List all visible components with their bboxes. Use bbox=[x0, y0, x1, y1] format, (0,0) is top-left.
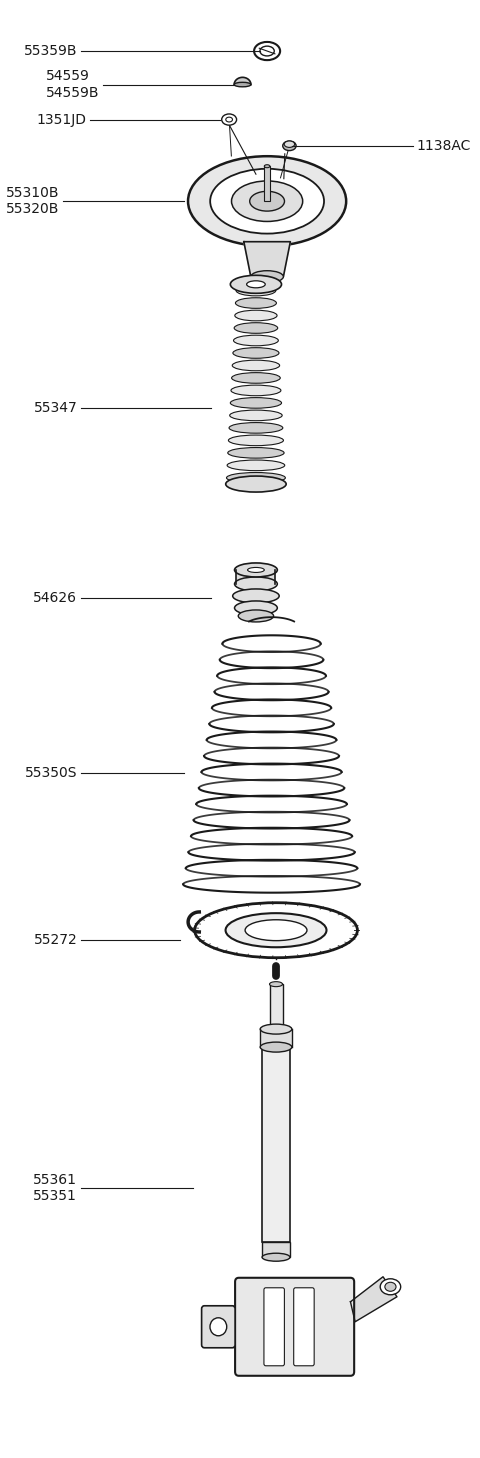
Ellipse shape bbox=[226, 477, 286, 491]
Ellipse shape bbox=[234, 322, 278, 334]
Ellipse shape bbox=[380, 1279, 401, 1295]
Ellipse shape bbox=[262, 1254, 290, 1261]
Text: 55272: 55272 bbox=[34, 933, 77, 948]
Ellipse shape bbox=[269, 981, 283, 987]
Ellipse shape bbox=[226, 913, 326, 948]
Ellipse shape bbox=[233, 347, 279, 359]
Bar bbox=[262, 1242, 290, 1257]
Ellipse shape bbox=[283, 141, 296, 150]
Ellipse shape bbox=[230, 276, 281, 293]
Ellipse shape bbox=[264, 165, 270, 168]
Ellipse shape bbox=[230, 410, 282, 421]
Ellipse shape bbox=[235, 311, 277, 321]
Ellipse shape bbox=[236, 286, 276, 296]
FancyBboxPatch shape bbox=[294, 1287, 314, 1366]
Polygon shape bbox=[234, 77, 251, 85]
Ellipse shape bbox=[262, 1034, 290, 1042]
Ellipse shape bbox=[227, 461, 285, 471]
Ellipse shape bbox=[247, 281, 265, 287]
Ellipse shape bbox=[250, 191, 285, 211]
FancyBboxPatch shape bbox=[264, 1287, 284, 1366]
Bar bbox=[236, 570, 276, 585]
Ellipse shape bbox=[210, 1318, 227, 1336]
Text: 54559
54559B: 54559 54559B bbox=[46, 70, 100, 99]
Ellipse shape bbox=[235, 601, 277, 615]
Ellipse shape bbox=[229, 423, 283, 433]
Bar bbox=[260, 1029, 292, 1047]
Ellipse shape bbox=[260, 1042, 292, 1053]
Ellipse shape bbox=[230, 398, 282, 408]
Ellipse shape bbox=[210, 169, 324, 233]
Text: 55310B
55320B: 55310B 55320B bbox=[6, 187, 60, 216]
Ellipse shape bbox=[248, 567, 264, 573]
Ellipse shape bbox=[232, 373, 280, 383]
Text: 55361
55351: 55361 55351 bbox=[33, 1174, 77, 1203]
Ellipse shape bbox=[235, 577, 277, 590]
Ellipse shape bbox=[188, 156, 346, 246]
Text: 55347: 55347 bbox=[34, 401, 77, 416]
Bar bbox=[262, 1038, 290, 1242]
Ellipse shape bbox=[228, 448, 284, 458]
Ellipse shape bbox=[227, 472, 286, 483]
Text: 55359B: 55359B bbox=[24, 44, 77, 58]
Ellipse shape bbox=[226, 117, 232, 122]
Text: 55350S: 55350S bbox=[25, 765, 77, 780]
Polygon shape bbox=[244, 242, 290, 277]
Ellipse shape bbox=[245, 920, 307, 940]
Ellipse shape bbox=[260, 47, 274, 55]
Ellipse shape bbox=[234, 82, 251, 87]
Ellipse shape bbox=[385, 1282, 396, 1292]
Ellipse shape bbox=[254, 42, 280, 60]
Bar bbox=[264, 166, 270, 201]
FancyBboxPatch shape bbox=[235, 1277, 354, 1376]
Ellipse shape bbox=[231, 385, 281, 395]
Ellipse shape bbox=[233, 589, 279, 604]
Ellipse shape bbox=[232, 360, 280, 370]
Ellipse shape bbox=[233, 335, 278, 346]
Ellipse shape bbox=[231, 181, 303, 222]
Ellipse shape bbox=[235, 563, 277, 577]
Text: 54626: 54626 bbox=[33, 590, 77, 605]
Text: 1351JD: 1351JD bbox=[36, 112, 86, 127]
Ellipse shape bbox=[260, 1024, 292, 1034]
Bar bbox=[269, 984, 283, 1038]
Ellipse shape bbox=[194, 903, 358, 958]
Ellipse shape bbox=[235, 297, 276, 308]
Ellipse shape bbox=[222, 114, 237, 125]
FancyBboxPatch shape bbox=[202, 1306, 235, 1347]
Ellipse shape bbox=[251, 271, 283, 283]
Ellipse shape bbox=[238, 609, 274, 623]
Polygon shape bbox=[350, 1277, 397, 1322]
Ellipse shape bbox=[228, 434, 284, 446]
Text: 1138AC: 1138AC bbox=[417, 139, 471, 153]
Ellipse shape bbox=[284, 141, 295, 147]
